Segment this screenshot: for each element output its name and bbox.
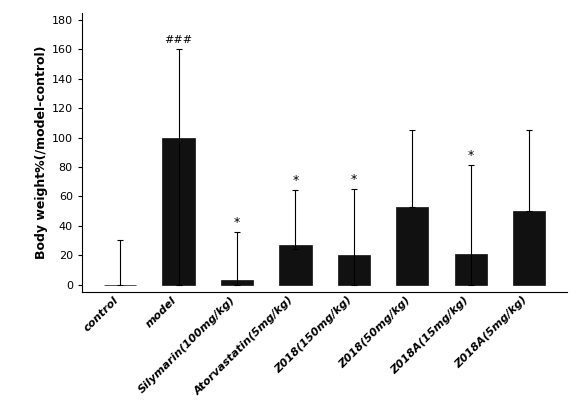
Bar — [513, 211, 545, 284]
Bar — [221, 280, 253, 284]
Bar — [455, 254, 487, 284]
Bar — [338, 255, 370, 284]
Text: *: * — [351, 173, 357, 186]
Y-axis label: Body weight%(/model-control): Body weight%(/model-control) — [35, 45, 47, 259]
Text: ###: ### — [164, 35, 192, 45]
Text: *: * — [468, 150, 474, 163]
Bar — [396, 206, 428, 284]
Bar — [280, 245, 312, 284]
Text: *: * — [292, 174, 298, 188]
Bar — [163, 138, 195, 284]
Text: *: * — [234, 216, 240, 229]
